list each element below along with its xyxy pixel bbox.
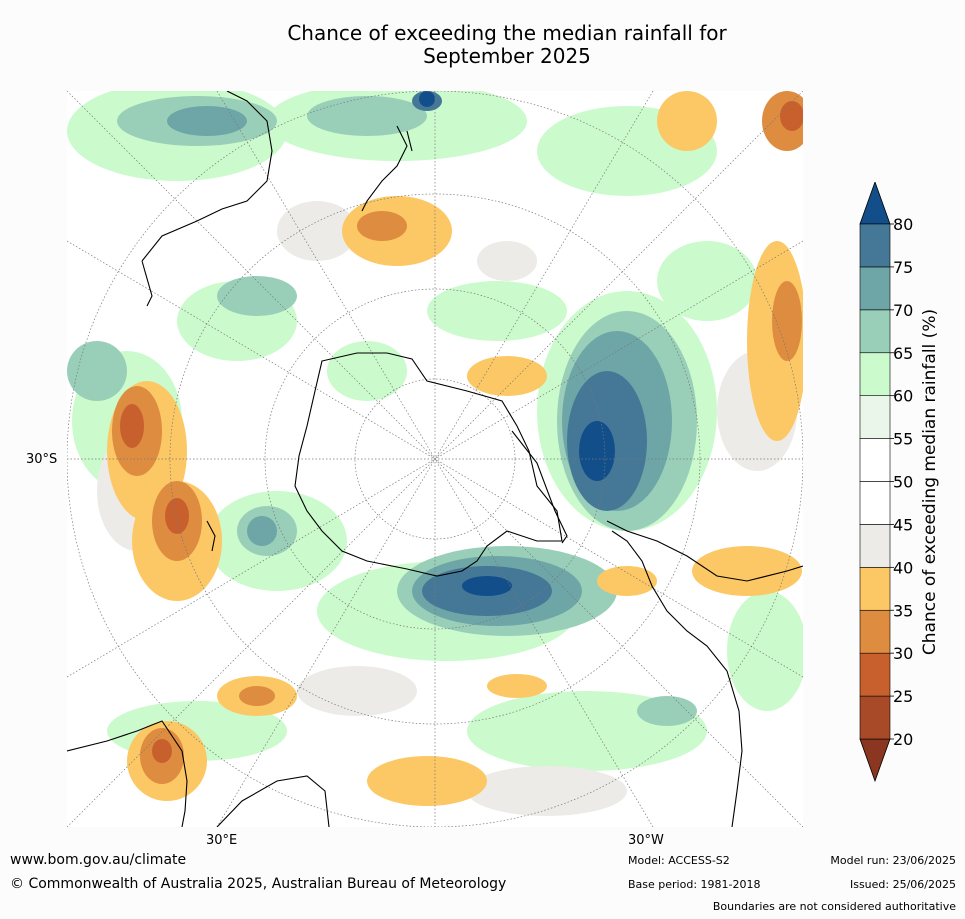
colorbar-over-arrow — [859, 180, 891, 225]
colorbar-segment — [859, 481, 891, 525]
lat-label-30s: 30°S — [26, 452, 58, 467]
colorbar-tick-label: 35 — [893, 601, 913, 620]
map-svg — [67, 91, 803, 827]
colorbar-tick-label: 20 — [893, 730, 913, 749]
colorbar-segment — [859, 223, 891, 268]
island-coast — [206, 520, 216, 552]
colorbar-tick-label: 25 — [893, 687, 913, 706]
colorbar-tick-label: 65 — [893, 344, 913, 363]
red-regions — [120, 101, 803, 763]
base-period: Base period: 1981-2018 — [628, 878, 761, 891]
new-zealand-coast — [361, 125, 413, 212]
colorbar-segment — [859, 352, 891, 396]
colorbar-segment — [859, 695, 891, 740]
website-link[interactable]: www.bom.gov.au/climate — [10, 852, 187, 868]
colorbar-tick-label: 45 — [893, 515, 913, 534]
africa-coast — [67, 720, 330, 827]
colorbar-tick-label: 50 — [893, 473, 913, 492]
model-run: Model run: 23/06/2025 — [830, 854, 956, 867]
colorbar: 20 25 30 35 40 45 50 55 60 65 70 75 80 — [858, 180, 958, 783]
dark-blue-regions — [419, 91, 615, 596]
colorbar-segment — [859, 309, 891, 354]
south-america-coast — [606, 520, 803, 827]
australia-coast — [141, 91, 273, 307]
coastlines — [67, 91, 803, 827]
colorbar-segment — [859, 609, 891, 654]
lon-label-30e: 30°E — [206, 833, 238, 848]
title-line-1: Chance of exceeding the median rainfall … — [287, 21, 727, 45]
colorbar-svg: 20 25 30 35 40 45 50 55 60 65 70 75 80 — [859, 180, 913, 783]
colorbar-label-text: Chance of exceeding median rainfall (%) — [920, 308, 940, 656]
colorbar-segment — [859, 524, 891, 568]
lon-label-30w: 30°W — [628, 833, 664, 848]
colorbar-segment — [859, 266, 891, 311]
colorbar-under-arrow — [859, 738, 891, 783]
title-line-2: September 2025 — [423, 44, 591, 68]
colorbar-tick-label: 70 — [893, 301, 913, 320]
colorbar-tick-label: 80 — [893, 215, 913, 234]
graticule — [67, 91, 803, 827]
issued-date: Issued: 25/06/2025 — [849, 878, 956, 891]
antarctica-coast — [294, 352, 563, 577]
chart-title: Chance of exceeding the median rainfall … — [207, 22, 807, 68]
colorbar-tick-label: 55 — [893, 430, 913, 449]
boundaries-disclaimer: Boundaries are not considered authoritat… — [712, 900, 956, 913]
copyright-text: © Commonwealth of Australia 2025, Austra… — [10, 876, 507, 892]
colorbar-segment — [859, 652, 891, 697]
colorbar-segment — [859, 567, 891, 611]
colorbar-tick-label: 60 — [893, 387, 913, 406]
colorbar-segment — [859, 395, 891, 439]
colorbar-tick-label: 75 — [893, 258, 913, 277]
colorbar-tick-label: 40 — [893, 558, 913, 577]
colorbar-tick-label: 30 — [893, 644, 913, 663]
antarctic-peninsula — [511, 430, 568, 544]
model-info: Model: ACCESS-S2 — [628, 854, 730, 867]
colorbar-segment — [859, 438, 891, 482]
rainfall-map — [67, 91, 803, 827]
